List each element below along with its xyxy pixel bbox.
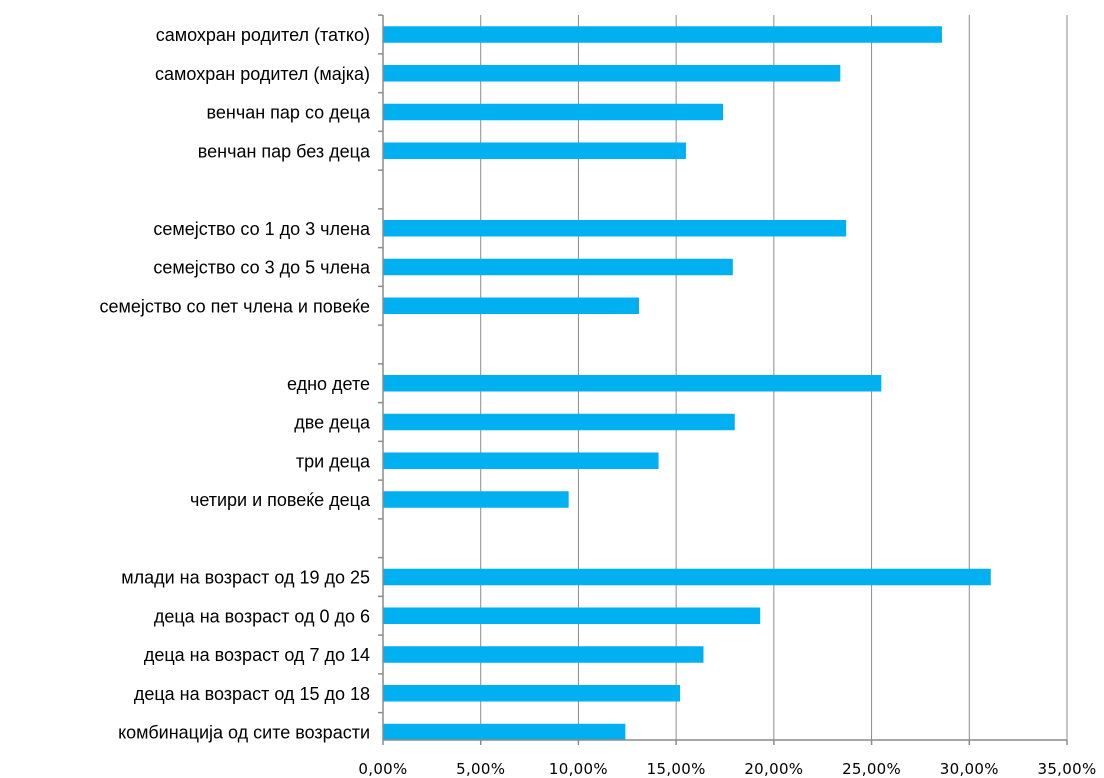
bar [383, 26, 942, 43]
bar [383, 142, 686, 159]
category-label: две деца [294, 413, 371, 433]
x-tick-label: 15,00% [647, 760, 706, 778]
bar [383, 568, 991, 586]
category-label: деца на возраст од 7 до 14 [144, 645, 370, 665]
bar [383, 685, 681, 702]
x-tick-label: 5,00% [456, 760, 505, 778]
category-labels: самохран родител (татко) самохран родител… [99, 25, 371, 743]
x-tick-label: 0,00% [358, 760, 407, 778]
bars [383, 26, 991, 741]
category-label: деца на возраст од 0 до 6 [154, 606, 370, 626]
x-tick-label: 30,00% [940, 760, 999, 778]
category-label: семејство со пет члена и повеќе [99, 296, 370, 316]
x-tick-label: 10,00% [549, 760, 608, 778]
x-tick-label: 20,00% [744, 760, 803, 778]
category-label: венчан пар без деца [198, 141, 371, 161]
bar [383, 65, 841, 82]
category-label: венчан пар со деца [207, 103, 371, 123]
category-label: млади на возраст од 19 до 25 [121, 568, 370, 588]
bar [383, 297, 640, 314]
category-label: едно дете [287, 374, 370, 394]
x-tick-label: 25,00% [842, 760, 901, 778]
category-label: комбинација од сите возрасти [118, 723, 370, 743]
bar [383, 103, 724, 121]
category-label: три деца [296, 451, 371, 471]
bar [383, 491, 569, 508]
category-label: семејство со 3 до 5 члена [153, 258, 371, 278]
axes [378, 14, 1068, 745]
bar [383, 646, 704, 663]
x-tick-label: 35,00% [1038, 760, 1097, 778]
bar [383, 258, 733, 276]
bar [383, 607, 761, 624]
bar [383, 723, 626, 741]
category-label: четири и повеќе деца [190, 490, 371, 510]
category-label: самохран родител (татко) [156, 25, 370, 45]
category-label: самохран родител (мајка) [155, 64, 370, 84]
bar [383, 413, 735, 431]
bar [383, 452, 659, 469]
bar [383, 375, 882, 392]
x-tick-labels: 0,00% 5,00% 10,00% 15,00% 20,00% 25,00% 30,00%… [358, 760, 1096, 778]
category-label: семејство со 1 до 3 члена [153, 219, 371, 239]
bar [383, 220, 847, 237]
category-label: деца на возраст од 15 до 18 [134, 684, 370, 704]
